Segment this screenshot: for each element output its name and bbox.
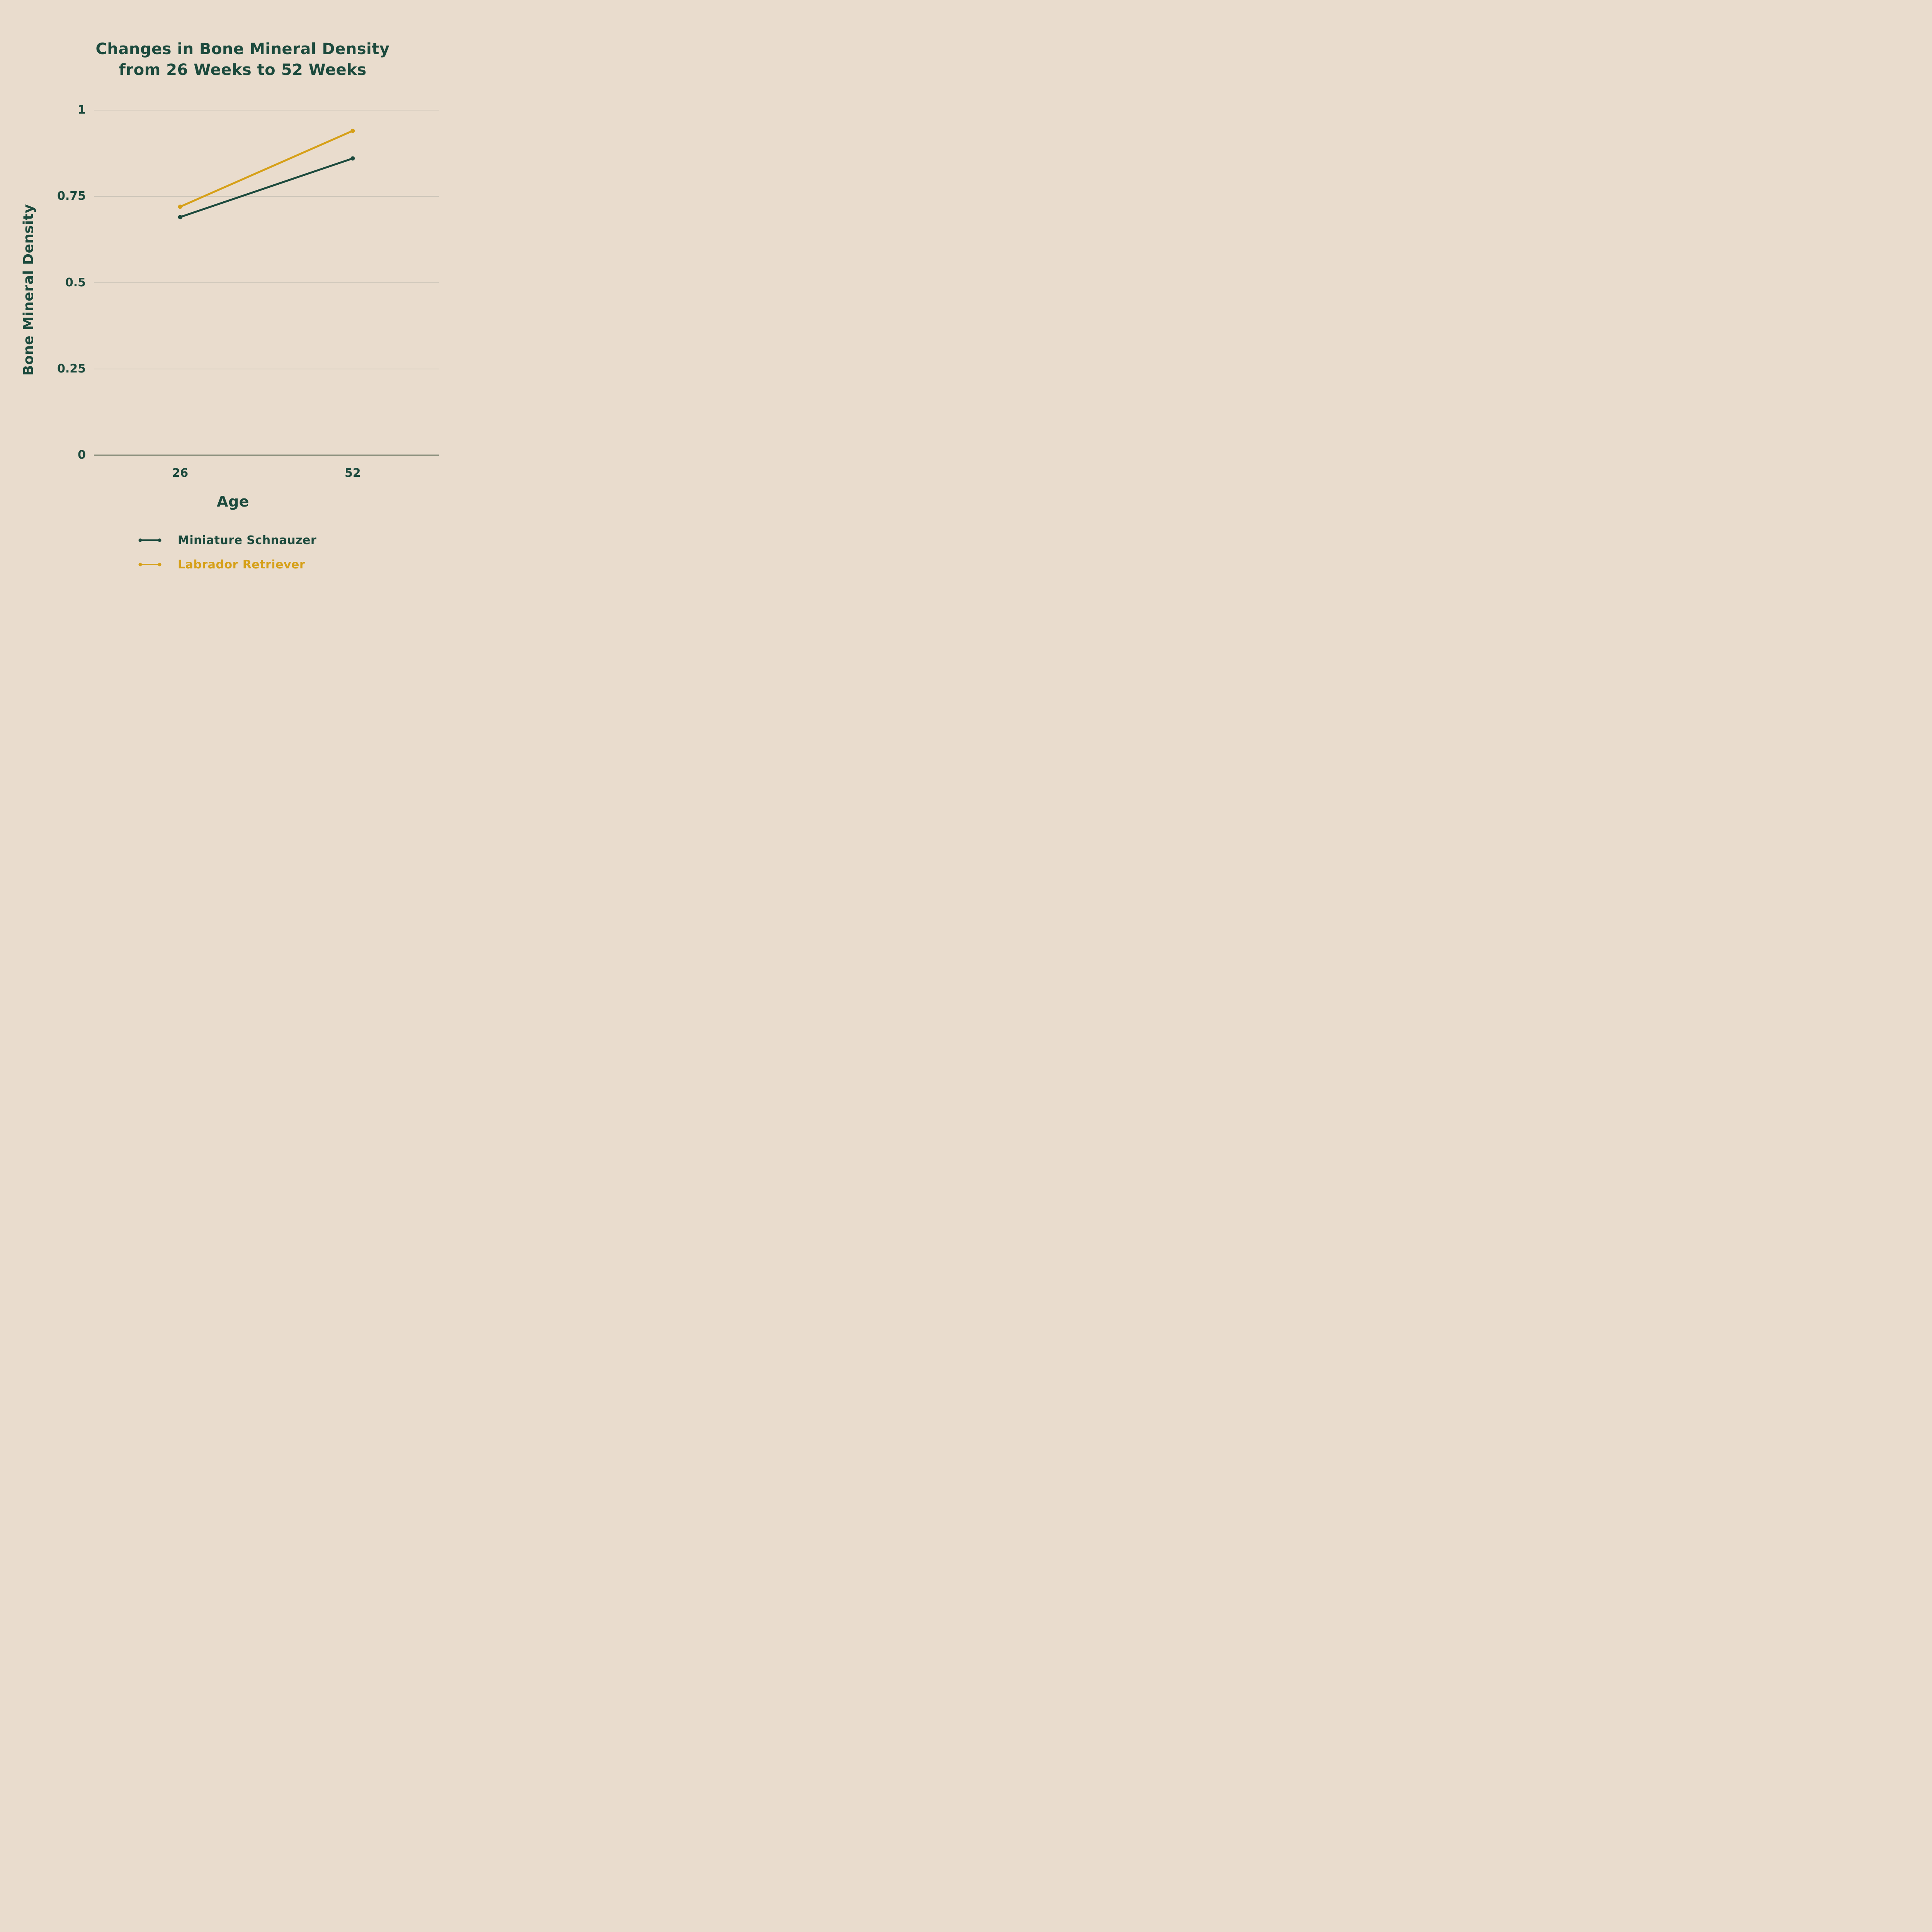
data-point <box>350 156 355 161</box>
y-tick-label: 0.25 <box>57 362 86 376</box>
legend-marker-icon <box>138 563 162 566</box>
series-line <box>179 157 354 218</box>
plot-area <box>94 110 439 456</box>
chart-title-line2: from 26 Weeks to 52 Weeks <box>119 61 367 79</box>
data-point <box>178 215 182 219</box>
y-tick-label: 0.75 <box>57 189 86 203</box>
x-tick-label: 26 <box>172 466 189 480</box>
legend-item: Miniature Schnauzer <box>138 532 316 549</box>
legend-item: Labrador Retriever <box>138 556 305 573</box>
y-tick-label: 0.5 <box>65 276 86 289</box>
chart-title-line1: Changes in Bone Mineral Density <box>95 40 390 58</box>
data-point <box>350 129 355 133</box>
legend-label: Miniature Schnauzer <box>178 533 317 547</box>
x-tick-label: 52 <box>344 466 361 480</box>
legend-marker-icon <box>138 538 162 542</box>
y-tick-label: 0 <box>78 448 86 462</box>
legend-label: Labrador Retriever <box>178 558 306 571</box>
chart-title: Changes in Bone Mineral Density from 26 … <box>11 39 464 80</box>
data-point <box>178 204 182 209</box>
y-tick-label: 1 <box>78 103 86 117</box>
x-axis-title: Age <box>217 493 249 510</box>
chart-canvas: Changes in Bone Mineral Density from 26 … <box>0 0 464 580</box>
series-line <box>179 130 354 208</box>
